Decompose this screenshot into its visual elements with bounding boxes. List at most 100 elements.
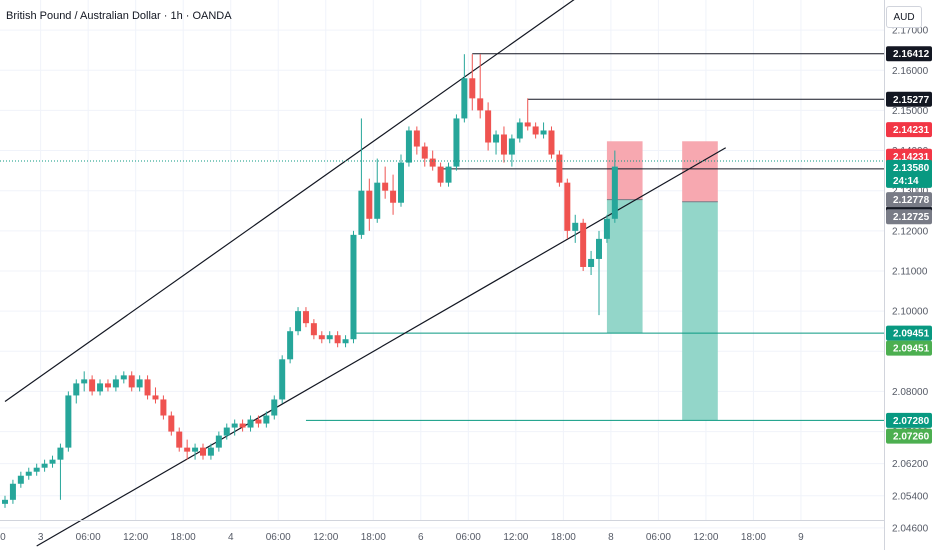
candle <box>477 54 484 119</box>
svg-text:24:14: 24:14 <box>893 176 919 187</box>
candle <box>144 375 151 400</box>
short-position-1-target-zone <box>606 199 643 334</box>
time-tick-label: 8 <box>608 532 614 543</box>
candle <box>326 331 333 344</box>
candle <box>295 307 302 336</box>
price-tag: 2.16412 <box>886 46 932 62</box>
candle <box>9 479 16 504</box>
candle <box>263 411 270 428</box>
candle <box>104 379 111 392</box>
candle <box>334 331 341 348</box>
candle <box>215 431 222 452</box>
price-tick-label: 2.04600 <box>892 523 929 534</box>
candle <box>25 467 32 480</box>
price-tag: 2.14231 <box>886 122 932 138</box>
candle <box>382 166 389 199</box>
svg-text:2.16412: 2.16412 <box>893 49 930 60</box>
candle <box>41 459 48 472</box>
price-tick-label: 2.16000 <box>892 66 929 77</box>
candle <box>152 387 159 404</box>
candle <box>588 250 595 275</box>
candle <box>231 419 238 436</box>
candle <box>445 162 452 187</box>
candle <box>271 395 278 420</box>
candle <box>508 134 515 167</box>
candle <box>580 218 587 271</box>
time-tick-label: 4 <box>228 532 234 543</box>
candle <box>500 126 507 163</box>
candle <box>572 214 579 243</box>
candle <box>120 371 127 384</box>
candle <box>247 415 254 432</box>
svg-text:2.12778: 2.12778 <box>893 195 930 206</box>
candle <box>160 395 167 420</box>
candle <box>469 54 476 111</box>
candle <box>556 150 563 187</box>
candle <box>611 150 618 223</box>
candle <box>33 463 40 476</box>
time-tick-label: 9 <box>798 532 804 543</box>
price-tick-label: 2.06200 <box>892 459 929 470</box>
candle <box>287 327 294 364</box>
candle <box>548 126 555 159</box>
candle <box>390 174 397 215</box>
candle <box>603 214 610 243</box>
candle <box>192 443 199 460</box>
time-tick-label: 18:00 <box>361 532 386 543</box>
time-tick-label: 12:00 <box>123 532 148 543</box>
time-tick-label: 18:00 <box>741 532 766 543</box>
svg-text:2.09451: 2.09451 <box>893 329 930 340</box>
candle <box>374 158 381 223</box>
currency-button[interactable]: AUD <box>886 6 922 28</box>
candle <box>413 126 420 155</box>
time-tick-label: 18:00 <box>551 532 576 543</box>
candle <box>279 355 286 404</box>
candle <box>81 371 88 392</box>
candle <box>2 495 8 508</box>
candle <box>200 443 206 460</box>
price-tick-label: 2.15000 <box>892 106 929 117</box>
candle <box>350 230 357 344</box>
candle <box>453 114 460 171</box>
candle <box>493 130 500 155</box>
price-tag: 2.09451 <box>886 325 932 341</box>
price-tag: 2.12725 <box>886 209 932 225</box>
time-tick-label: 06:00 <box>456 532 481 543</box>
candle <box>73 379 80 404</box>
svg-text:2.13580: 2.13580 <box>893 163 930 174</box>
candle <box>65 391 72 452</box>
time-tick-label: 12:00 <box>313 532 338 543</box>
candle <box>398 154 404 207</box>
time-axis: 18:00 3 06:00 12:00 18:00 4 06:00 12:00 18:00 6 06… <box>0 520 884 543</box>
candle <box>421 142 428 167</box>
price-tick-label: 2.08000 <box>892 387 929 398</box>
price-tag: 2.07280 <box>886 412 932 428</box>
time-tick-label: 06:00 <box>266 532 291 543</box>
time-tick-label: 06:00 <box>76 532 101 543</box>
svg-text:2.07280: 2.07280 <box>893 416 930 427</box>
candle <box>89 375 96 396</box>
svg-text:2.07260: 2.07260 <box>893 432 930 443</box>
candle <box>437 162 444 187</box>
short-position-2-target-zone <box>682 201 718 421</box>
time-tick-label: 06:00 <box>646 532 671 543</box>
candle <box>57 443 64 500</box>
svg-text:2.15277: 2.15277 <box>893 95 930 106</box>
candle <box>207 443 214 460</box>
candle <box>516 118 523 143</box>
candle <box>366 178 373 231</box>
horizontal-levels <box>305 53 884 421</box>
candle <box>184 439 191 460</box>
candle <box>17 471 24 488</box>
candle <box>223 423 230 440</box>
candle <box>596 230 602 316</box>
candle <box>176 427 183 452</box>
time-tick-label: 12:00 <box>693 532 718 543</box>
price-tag: 2.09451 <box>886 340 932 356</box>
candle <box>532 122 539 139</box>
lower-channel-line <box>36 147 727 547</box>
price-tick-label: 2.05400 <box>892 491 929 502</box>
candle <box>524 98 531 131</box>
price-tick-label: 2.11000 <box>892 266 928 277</box>
